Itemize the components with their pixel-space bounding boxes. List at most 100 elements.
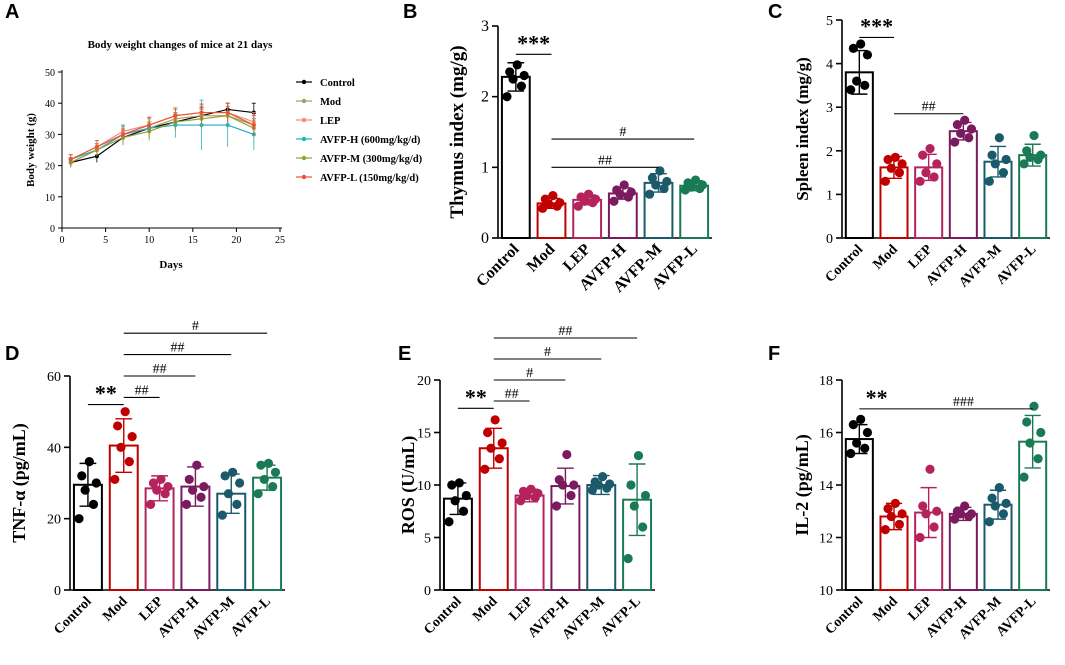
data-point [223, 489, 234, 499]
data-point [862, 427, 873, 438]
data-point [555, 198, 565, 208]
data-point [196, 492, 206, 502]
panel-letter: E [398, 343, 411, 365]
y-tick-label: 10 [417, 479, 431, 494]
data-point [598, 472, 608, 482]
y-tick-label: 3 [481, 18, 489, 35]
data-point [987, 150, 997, 160]
x-tick-label: LEP [906, 594, 936, 624]
data-point [256, 460, 266, 470]
y-tick-label: 50 [45, 68, 55, 79]
data-point [124, 457, 134, 467]
y-tick-label: 10 [45, 193, 55, 204]
data-point [960, 115, 970, 125]
data-point [444, 517, 454, 527]
y-tick-label: 4 [826, 58, 833, 73]
x-tick-label: 20 [231, 235, 241, 246]
data-point [497, 438, 507, 448]
data-point [228, 467, 238, 477]
data-point [626, 480, 636, 490]
data-point [554, 475, 564, 485]
data-point [860, 80, 870, 90]
data-point [235, 478, 245, 488]
significance-marker: ### [953, 395, 974, 410]
y-axis-label: Thymus index (mg/g) [447, 45, 468, 218]
data-point [697, 180, 708, 190]
data-point [88, 499, 99, 509]
data-point [454, 478, 464, 488]
data-point [548, 191, 558, 201]
bar-group-lep [572, 189, 603, 239]
bar-group-avfp-l [1018, 130, 1048, 239]
data-point [110, 474, 120, 485]
data-point [74, 514, 84, 524]
series-line [70, 111, 255, 160]
data-point [1033, 454, 1043, 464]
data-point [121, 132, 126, 137]
data-point [1001, 498, 1011, 508]
data-point [929, 172, 939, 182]
data-point [184, 474, 194, 485]
data-point [77, 471, 87, 481]
data-point [494, 454, 504, 464]
data-point [259, 474, 269, 485]
data-point [925, 144, 935, 154]
bar [500, 75, 531, 239]
significance-marker: ** [95, 381, 117, 406]
data-point [569, 480, 579, 490]
data-point [852, 438, 862, 448]
panel-letter: F [768, 343, 780, 365]
bar [948, 130, 978, 239]
data-point [915, 176, 925, 186]
data-point [152, 485, 162, 495]
y-tick-label: 18 [819, 374, 833, 389]
panel-letter: B [403, 1, 417, 23]
data-point [932, 506, 942, 516]
x-tick-label: 10 [144, 235, 154, 246]
x-tick-label: Control [421, 594, 465, 638]
y-tick-label: 15 [417, 427, 431, 442]
series-line [70, 115, 255, 164]
data-point [629, 501, 639, 511]
data-point [932, 159, 942, 169]
legend-marker [301, 155, 307, 161]
significance-marker: *** [860, 13, 893, 38]
x-tick-label: AVFP-L [228, 594, 274, 640]
y-tick-label: 60 [47, 370, 61, 385]
data-point [651, 180, 661, 190]
data-point [998, 168, 1009, 178]
panel-a: A Body weight changes of mice at 21 days 0… [5, 1, 423, 271]
bar-group-avfp-m [216, 467, 247, 592]
data-point [952, 506, 962, 516]
data-point [640, 490, 651, 501]
data-point [163, 481, 173, 492]
data-point [518, 486, 529, 496]
series-line [70, 111, 255, 160]
data-point [458, 506, 469, 516]
x-tick-label: Mod [524, 241, 559, 276]
significance-marker: ## [153, 362, 167, 377]
data-point [160, 489, 170, 499]
legend-entry: AVFP-M (300mg/kg/d) [320, 154, 423, 165]
y-tick-label: 40 [47, 441, 61, 456]
legend-entry: AVFP-L (150mg/kg/d) [320, 173, 419, 184]
data-point [883, 154, 893, 165]
bar-group-lep [914, 144, 944, 239]
bar [948, 512, 978, 591]
data-point [68, 157, 73, 162]
legend-marker [301, 117, 307, 123]
data-point [683, 178, 693, 188]
data-point [220, 471, 230, 481]
legend-marker [301, 174, 307, 180]
data-point [232, 499, 242, 509]
y-axis-label: Body weight (g) [25, 113, 37, 187]
data-point [225, 110, 230, 115]
y-tick-label: 3 [826, 101, 833, 116]
x-tick-label: 15 [188, 235, 198, 246]
bar-group-mod [879, 152, 909, 239]
y-tick-label: 14 [819, 479, 833, 494]
y-tick-label: 12 [819, 532, 833, 547]
bar [514, 494, 545, 591]
